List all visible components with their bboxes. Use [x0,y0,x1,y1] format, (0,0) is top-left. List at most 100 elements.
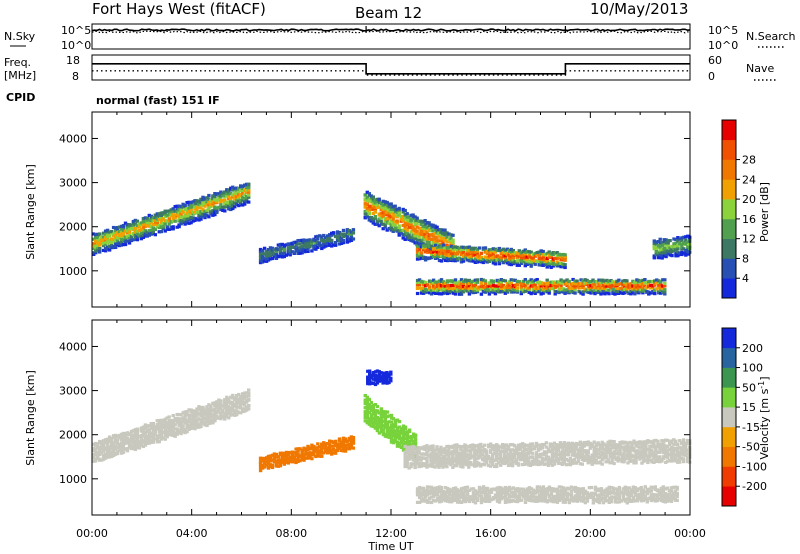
scatter-cell [495,464,499,469]
scatter-cell [191,409,195,413]
scatter-cell [443,237,447,241]
scatter-cell [189,203,193,207]
scatter-cell [435,283,440,287]
scatter-cell [503,248,507,252]
scatter-cell [103,242,108,246]
scatter-cell [636,444,640,448]
scatter-cell [431,447,435,451]
scatter-cell [387,204,391,208]
scatter-cell [377,370,381,374]
scatter-cell [618,449,622,453]
scatter-cell [415,237,419,241]
scatter-cell [574,452,578,456]
scatter-cell [461,445,465,449]
scatter-cell [155,419,159,423]
scatter-cell [407,221,411,225]
scatter-cell [191,414,195,418]
scatter-cell [292,460,296,464]
scatter-cell [268,459,273,463]
scatter-cell [185,410,189,414]
scatter-cell [405,464,409,468]
scatter-cell [493,448,497,452]
scatter-cell [324,239,328,243]
scatter-cell [207,420,211,424]
scatter-cell [366,375,370,379]
scatter-cell [551,261,555,265]
scatter-cell [489,288,494,292]
scatter-cell [143,426,148,430]
scatter-cell [495,443,499,447]
scatter-cell [678,241,682,245]
scatter-cell [131,436,136,440]
scatter-cell [272,248,277,252]
scatter-cell [503,279,507,283]
scatter-cell [171,421,175,426]
scatter-cell [455,285,460,289]
scatter-cell [113,230,118,234]
scatter-cell [605,280,609,284]
scatter-cell [197,199,201,203]
scatter-cell [280,246,284,250]
scatter-cell [421,291,426,295]
scatter-cell [393,424,398,428]
scatter-cell [288,451,292,455]
scatter-cell [489,250,494,254]
scatter-cell [379,371,383,375]
scatter-cell [94,457,98,461]
scatter-cell [363,212,367,216]
scatter-cell [151,424,155,428]
scatter-cell [593,286,597,290]
scatter-cell [393,220,397,224]
scatter-cell [591,278,595,282]
scatter-cell [663,284,667,288]
scatter-cell [576,450,580,454]
scatter-cell [541,260,545,264]
scatter-cell [610,458,614,462]
scatter-cell [550,463,555,467]
scatter-cell [528,463,533,467]
scatter-cell [559,258,563,262]
scatter-cell [286,453,290,457]
scatter-cell [511,249,515,253]
scatter-cell [119,444,124,448]
scatter-cell [467,465,471,469]
scatter-cell [123,235,128,239]
scatter-cell [215,192,219,196]
scatter-cell [423,249,428,253]
scatter-cell [163,219,167,223]
scatter-cell [135,427,140,431]
scatter-cell [229,191,233,196]
scatter-cell [189,207,193,212]
scatter-cell [524,448,529,452]
scatter-cell [609,285,613,289]
scatter-cell [534,453,539,458]
scatter-cell [523,254,527,258]
scatter-cell [322,238,326,242]
scatter-cell [601,286,605,291]
scatter-cell [405,218,409,222]
scatter-cell [189,417,193,421]
scatter-cell [411,227,415,231]
scatter-cell [608,452,612,456]
scatter-cell [427,454,431,458]
scatter-cell [576,459,580,463]
scatter-cell [306,249,310,253]
scatter-cell [491,446,495,450]
scatter-cell [347,232,352,236]
scatter-cell [235,399,239,403]
scatter-cell [227,200,231,204]
scatter-cell [425,248,430,252]
scatter-cell [469,289,474,294]
scatter-cell [264,254,269,259]
scatter-cell [660,251,664,255]
scatter-cell [632,441,636,445]
scatter-cell [314,454,318,459]
scatter-cell [483,255,488,259]
scatter-cell [96,232,100,236]
scatter-cell [201,195,205,199]
scatter-cell [241,400,245,405]
scatter-cell [92,448,96,452]
scatter-cell [181,411,185,415]
scatter-cell [103,232,108,236]
scatter-cell [381,419,386,423]
